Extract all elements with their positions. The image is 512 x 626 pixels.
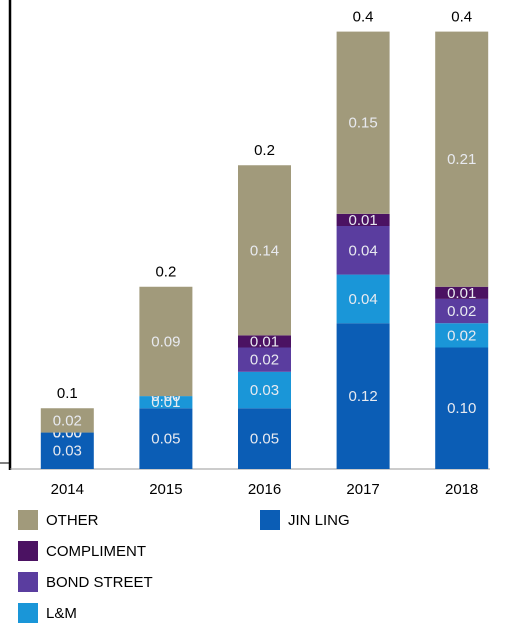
total-label: 0.2 (155, 264, 176, 281)
total-label: 0.2 (254, 142, 275, 159)
segment-label: 0.02 (250, 352, 279, 369)
segment-label: 0.04 (348, 242, 377, 259)
segment-label: 0.14 (250, 242, 279, 259)
segment-label: 0.15 (348, 115, 377, 132)
bar-segment (336, 31, 390, 214)
bar-segment (40, 408, 94, 433)
bar-segment (435, 31, 489, 287)
segment-label: 0.05 (151, 431, 180, 448)
x-tick-label: 2015 (149, 481, 182, 498)
bar-segment (435, 298, 489, 324)
segment-label: 0.03 (53, 443, 82, 460)
segment-label: 0.02 (447, 303, 476, 320)
x-tick-label: 2017 (346, 481, 379, 498)
legend-swatch (260, 510, 280, 530)
segment-label: 0.09 (151, 333, 180, 350)
x-tick-label: 2018 (445, 481, 478, 498)
legend-swatch (18, 541, 38, 561)
bar-segment (336, 226, 390, 275)
bar-segment (435, 323, 489, 348)
bar-segment (139, 408, 193, 469)
segment-label: 0.12 (348, 388, 377, 405)
segment-label: 0.01 (250, 333, 279, 350)
bar-segment (336, 274, 390, 324)
legend-swatch (18, 572, 38, 592)
bar-segment (238, 408, 291, 469)
segment-label: 0.02 (53, 412, 82, 429)
legend-label: BOND STREET (46, 574, 153, 591)
legend-label: L&M (46, 605, 77, 622)
segment-label: 0.01 (151, 394, 180, 411)
bar-segment (238, 335, 291, 348)
segment-label: 0.10 (447, 400, 476, 417)
bar-segment (40, 432, 94, 469)
segment-label: 0.05 (250, 431, 279, 448)
total-label: 0.4 (353, 9, 374, 26)
legend-label: JIN LING (288, 512, 350, 529)
x-tick-label: 2016 (248, 481, 281, 498)
bar-segment (238, 165, 291, 336)
legend-label: COMPLIMENT (46, 543, 146, 560)
x-tick-label: 2014 (51, 481, 84, 498)
bar-segment (435, 347, 489, 469)
total-label: 0.4 (451, 9, 472, 26)
bar-segment (435, 286, 489, 299)
segment-label: 0.01 (348, 212, 377, 229)
legend-swatch (18, 510, 38, 530)
bar-segment (238, 371, 291, 409)
segment-label: 0.02 (447, 327, 476, 344)
bar-segment (336, 213, 390, 226)
legend-label: OTHER (46, 512, 99, 529)
bar-segment (336, 323, 390, 469)
segment-label: 0.04 (348, 291, 377, 308)
total-label: 0.1 (57, 385, 78, 402)
bar-segment (238, 347, 291, 372)
segment-label: 0.01 (447, 285, 476, 302)
legend-swatch (18, 603, 38, 623)
bar-segment (139, 286, 193, 397)
segment-label: 0.03 (250, 382, 279, 399)
bar-segment (139, 396, 193, 409)
segment-label: 0.21 (447, 151, 476, 168)
